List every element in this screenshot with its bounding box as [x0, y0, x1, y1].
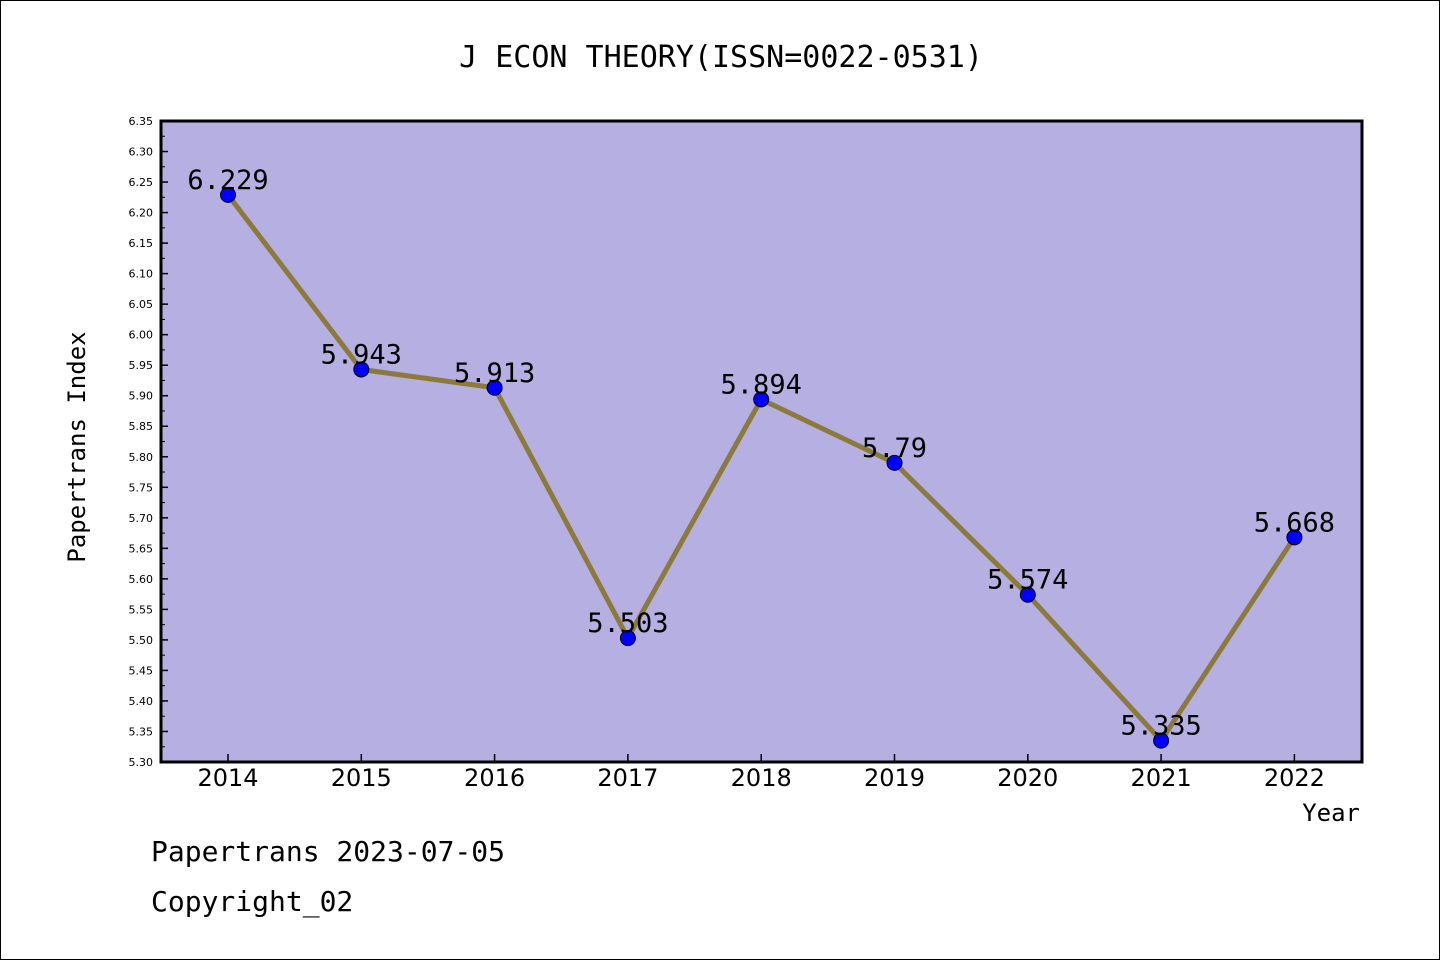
data-label: 5.913 [454, 358, 535, 389]
data-label: 6.229 [187, 165, 268, 196]
footer-date: Papertrans 2023-07-05 [151, 835, 506, 868]
y-tick-label: 5.45 [129, 664, 154, 677]
footer-copyright: Copyright_02 [151, 885, 354, 918]
data-point [486, 379, 503, 396]
data-point [1286, 529, 1303, 546]
y-axis-label: Papertrans Index [63, 331, 91, 562]
y-tick-label: 5.95 [129, 359, 154, 372]
y-tick-label: 5.90 [129, 390, 154, 403]
y-tick-label: 5.60 [129, 573, 154, 586]
x-tick-label: 2014 [197, 764, 258, 792]
y-tick-label: 5.75 [129, 481, 154, 494]
data-label: 5.668 [1254, 507, 1335, 538]
y-tick-label: 6.00 [129, 329, 154, 342]
y-tick-label: 5.85 [129, 420, 154, 433]
data-point [1019, 586, 1036, 603]
data-point [1153, 732, 1170, 749]
x-tick-label: 2021 [1131, 764, 1192, 792]
data-point [220, 186, 236, 203]
x-axis-label: Year [1302, 799, 1360, 827]
y-tick-label: 6.15 [129, 237, 154, 250]
series-group: 6.229 5.943 5.913 5.503 5.894 5.79 5.574 5.335 5… [187, 165, 1335, 749]
data-point [353, 361, 370, 378]
y-tick-label: 5.65 [129, 542, 154, 555]
y-tick-label: 5.55 [129, 603, 154, 616]
x-tick-label: 2020 [997, 764, 1058, 792]
data-point [753, 391, 770, 408]
data-point [886, 454, 903, 471]
y-tick-label: 6.10 [129, 268, 154, 281]
y-tick-label: 5.30 [129, 756, 154, 769]
x-tick-label: 2019 [864, 764, 925, 792]
x-axis: 2014 2015 2016 2017 2018 2019 2020 2021 2022 [197, 754, 1325, 792]
y-tick-label: 5.40 [129, 695, 154, 708]
data-label: 5.79 [862, 433, 927, 464]
x-tick-label: 2017 [597, 764, 658, 792]
y-tick-label: 5.70 [129, 512, 154, 525]
y-tick-label: 6.30 [129, 146, 154, 159]
y-tick-label: 5.35 [129, 725, 154, 738]
x-tick-label: 2022 [1264, 764, 1325, 792]
x-tick-label: 2018 [731, 764, 792, 792]
data-label: 5.335 [1120, 711, 1201, 742]
y-tick-label: 6.35 [129, 115, 154, 128]
y-tick-label: 5.80 [129, 451, 154, 464]
x-tick-label: 2015 [331, 764, 392, 792]
plot-area [159, 119, 1364, 764]
y-tick-label: 5.50 [129, 634, 154, 647]
y-tick-label: 6.25 [129, 176, 154, 189]
data-point [619, 630, 636, 647]
data-label: 5.574 [987, 565, 1068, 596]
data-label: 5.894 [721, 369, 802, 400]
y-tick-label: 6.05 [129, 298, 154, 311]
y-axis: 5.30 5.35 5.40 5.45 5.50 5.55 5.60 5.65 5.70 5.75… [129, 115, 168, 769]
data-label: 5.503 [587, 608, 668, 639]
chart-title: J ECON THEORY(ISSN=0022-0531) [459, 40, 983, 75]
y-tick-label: 6.20 [129, 207, 154, 220]
data-label: 5.943 [321, 339, 402, 370]
x-tick-label: 2016 [464, 764, 525, 792]
